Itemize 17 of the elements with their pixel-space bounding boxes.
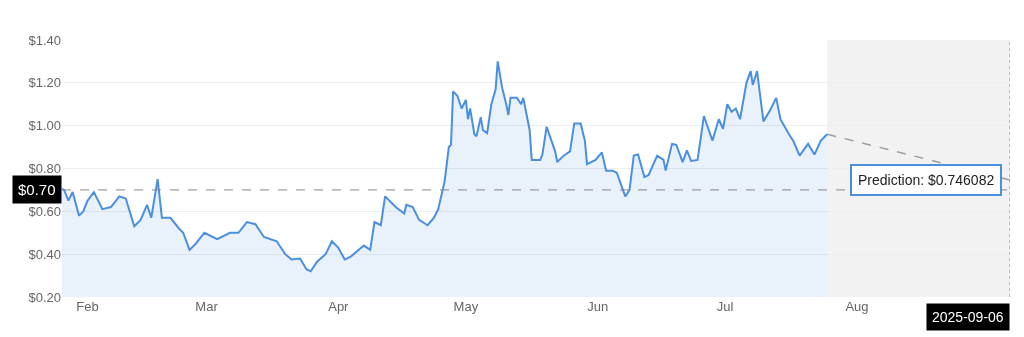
x-tick-label: Aug [845,299,869,314]
y-tick-label: $0.60 [28,203,61,219]
ref-line-label: 2025-09-06 [932,309,1004,325]
y-tick-label: $0.20 [28,289,61,305]
ref-line-label: $0.70 [18,181,56,198]
x-tick-label: Feb [76,299,99,314]
x-tick-label: Jul [716,299,734,314]
annotation: Prediction: $0.746082 [858,172,995,188]
y-tick-label: $1.20 [28,75,61,91]
y-tick-label: $1.40 [28,32,61,48]
y-tick-label: $1.00 [28,118,61,134]
x-tick-label: May [453,299,479,314]
x-tick-label: Jun [587,299,609,314]
y-tick-label: $0.40 [28,246,61,262]
y-tick-label: $0.80 [28,161,61,177]
x-tick-label: Mar [195,299,219,314]
x-tick-label: Apr [328,299,350,314]
